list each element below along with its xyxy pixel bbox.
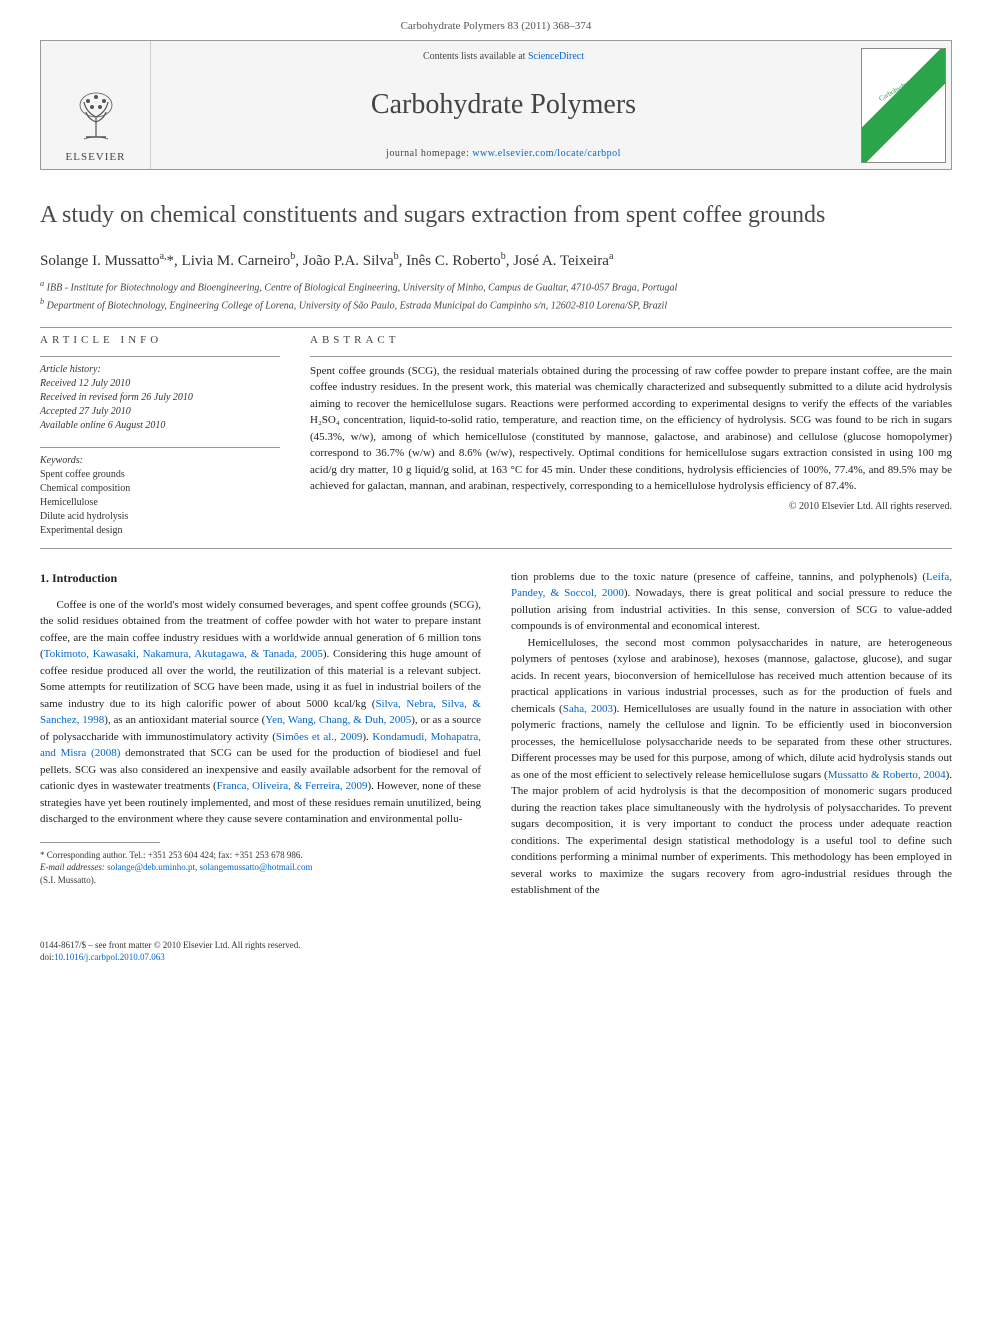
keyword: Chemical composition [40, 482, 280, 496]
corresponding-name: (S.I. Mussatto). [40, 874, 481, 887]
email-label: E-mail addresses: [40, 862, 107, 872]
divider [40, 548, 952, 549]
history-label: Article history: [40, 363, 280, 377]
citation-link[interactable]: Simões et al., 2009 [276, 731, 362, 743]
contents-available-line: Contents lists available at ScienceDirec… [423, 51, 584, 62]
email-line: E-mail addresses: solange@deb.uminho.pt,… [40, 861, 481, 874]
intro-paragraph-1: Coffee is one of the world's most widely… [40, 597, 481, 828]
cover-title-text: Carbohydrate Polymers [877, 62, 938, 102]
history-received: Received 12 July 2010 [40, 377, 280, 391]
abstract-column: ABSTRACT Spent coffee grounds (SCG), the… [310, 334, 952, 538]
keywords-label: Keywords: [40, 454, 280, 468]
citation-link[interactable]: Mussatto & Roberto, 2004 [828, 769, 946, 781]
corresponding-line: * Corresponding author. Tel.: +351 253 6… [40, 849, 481, 862]
email-link-2[interactable]: solangemussatto@hotmail.com [199, 862, 312, 872]
affiliation-b: b Department of Biotechnology, Engineeri… [40, 296, 952, 313]
contents-prefix: Contents lists available at [423, 51, 528, 62]
article-history: Article history: Received 12 July 2010 R… [40, 363, 280, 433]
article-info-label: ARTICLE INFO [40, 334, 280, 346]
keyword: Experimental design [40, 524, 280, 538]
affiliation-a: a IBB - Institute for Biotechnology and … [40, 278, 952, 295]
journal-homepage-link[interactable]: www.elsevier.com/locate/carbpol [472, 148, 621, 159]
citation-link[interactable]: Franca, Oliveira, & Ferreira, 2009 [217, 780, 368, 792]
abstract-label: ABSTRACT [310, 334, 952, 346]
body-right-column: tion problems due to the toxic nature (p… [511, 569, 952, 899]
body-two-column: 1. Introduction Coffee is one of the wor… [40, 569, 952, 899]
elsevier-tree-icon [66, 87, 126, 147]
affiliations: a IBB - Institute for Biotechnology and … [40, 278, 952, 313]
keyword: Spent coffee grounds [40, 468, 280, 482]
article-info-column: ARTICLE INFO Article history: Received 1… [40, 334, 280, 538]
elsevier-label: ELSEVIER [66, 151, 126, 163]
abstract-copyright: © 2010 Elsevier Ltd. All rights reserved… [310, 501, 952, 512]
page-footer: 0144-8617/$ – see front matter © 2010 El… [0, 929, 992, 984]
email-link-1[interactable]: solange@deb.uminho.pt [107, 862, 195, 872]
history-online: Available online 6 August 2010 [40, 419, 280, 433]
divider [40, 447, 280, 448]
doi-label: doi: [40, 952, 54, 962]
journal-name: Carbohydrate Polymers [371, 89, 636, 121]
history-accepted: Accepted 27 July 2010 [40, 405, 280, 419]
doi-link[interactable]: 10.1016/j.carbpol.2010.07.063 [54, 952, 165, 962]
divider [40, 356, 280, 357]
citation-link[interactable]: Kondamudi, Mohapatra, and Misra (2008) [40, 731, 481, 760]
homepage-prefix: journal homepage: [386, 148, 472, 159]
doi-line: doi:10.1016/j.carbpol.2010.07.063 [40, 951, 952, 964]
keyword: Hemicellulose [40, 496, 280, 510]
journal-banner: ELSEVIER Contents lists available at Sci… [40, 40, 952, 170]
journal-cover-thumbnail: Carbohydrate Polymers [861, 48, 946, 163]
citation-link[interactable]: Yen, Wang, Chang, & Duh, 2005 [265, 714, 411, 726]
banner-center: Contents lists available at ScienceDirec… [151, 41, 856, 169]
sciencedirect-link[interactable]: ScienceDirect [528, 51, 584, 62]
intro-paragraph-1-cont: tion problems due to the toxic nature (p… [511, 569, 952, 635]
homepage-line: journal homepage: www.elsevier.com/locat… [386, 148, 621, 159]
history-revised: Received in revised form 26 July 2010 [40, 391, 280, 405]
cover-thumbnail-block: Carbohydrate Polymers [856, 41, 951, 169]
intro-paragraph-2: Hemicelluloses, the second most common p… [511, 635, 952, 899]
footnote-separator [40, 842, 160, 843]
author-list: Solange I. Mussattoa,*, Livia M. Carneir… [40, 251, 952, 270]
divider [40, 327, 952, 328]
issn-line: 0144-8617/$ – see front matter © 2010 El… [40, 939, 952, 952]
body-left-column: 1. Introduction Coffee is one of the wor… [40, 569, 481, 899]
article-title: A study on chemical constituents and sug… [40, 200, 952, 231]
introduction-heading: 1. Introduction [40, 569, 481, 587]
divider [310, 356, 952, 357]
citation-link[interactable]: Saha, 2003 [563, 703, 613, 715]
corresponding-author-footnote: * Corresponding author. Tel.: +351 253 6… [40, 849, 481, 887]
citation-link[interactable]: Silva, Nebra, Silva, & Sanchez, 1998 [40, 698, 481, 727]
journal-reference: Carbohydrate Polymers 83 (2011) 368–374 [40, 20, 952, 32]
keyword: Dilute acid hydrolysis [40, 510, 280, 524]
citation-link[interactable]: Tokimoto, Kawasaki, Nakamura, Akutagawa,… [44, 648, 323, 660]
keywords-block: Keywords: Spent coffee grounds Chemical … [40, 454, 280, 538]
abstract-text: Spent coffee grounds (SCG), the residual… [310, 363, 952, 495]
citation-link[interactable]: Leifa, Pandey, & Soccol, 2000 [511, 571, 952, 600]
publisher-logo-block: ELSEVIER [41, 41, 151, 169]
